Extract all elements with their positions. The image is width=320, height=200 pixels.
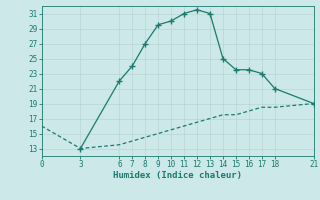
X-axis label: Humidex (Indice chaleur): Humidex (Indice chaleur) <box>113 171 242 180</box>
